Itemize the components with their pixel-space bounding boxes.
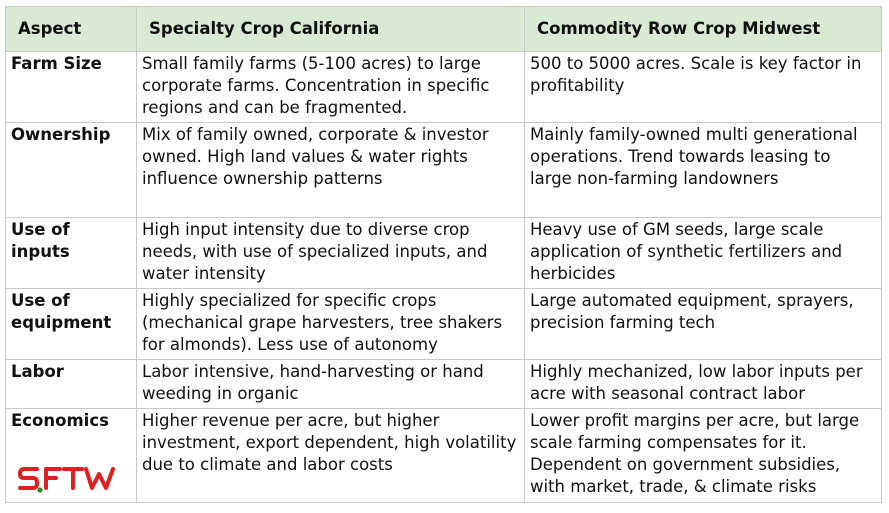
- row-california: Labor intensive, hand-harvesting or hand…: [136, 359, 525, 409]
- header-california: Specialty Crop California: [136, 6, 525, 52]
- row-aspect: Ownership: [5, 122, 137, 218]
- row-aspect: Labor: [5, 359, 137, 409]
- table-row: Use of equipment Highly specialized for …: [5, 288, 882, 360]
- row-aspect: Use of equipment: [5, 288, 137, 360]
- row-midwest: Large automated equipment, sprayers, pre…: [524, 288, 882, 360]
- row-aspect: Use of inputs: [5, 217, 137, 289]
- row-california: Small family farms (5-100 acres) to larg…: [136, 51, 525, 123]
- row-midwest: 500 to 5000 acres. Scale is key factor i…: [524, 51, 882, 123]
- header-midwest: Commodity Row Crop Midwest: [524, 6, 882, 52]
- table-row: Farm Size Small family farms (5-100 acre…: [5, 51, 882, 123]
- row-california: High input intensity due to diverse crop…: [136, 217, 525, 289]
- row-california: Higher revenue per acre, but higher inve…: [136, 408, 525, 503]
- header-aspect: Aspect: [5, 6, 137, 52]
- row-aspect: Farm Size: [5, 51, 137, 123]
- row-midwest: Heavy use of GM seeds, large scale appli…: [524, 217, 882, 289]
- row-california: Mix of family owned, corporate & investo…: [136, 122, 525, 218]
- sftw-logo: [18, 467, 115, 493]
- row-midwest: Highly mechanized, low labor inputs per …: [524, 359, 882, 409]
- table-row: Use of inputs High input intensity due t…: [5, 217, 882, 289]
- header-row: Aspect Specialty Crop California Commodi…: [5, 6, 882, 52]
- table-row: Labor Labor intensive, hand-harvesting o…: [5, 359, 882, 409]
- table-row: Economics Higher revenue per acre, but h…: [5, 408, 882, 503]
- row-midwest: Mainly family-owned multi generational o…: [524, 122, 882, 218]
- row-midwest: Lower profit margins per acre, but large…: [524, 408, 882, 503]
- table-row: Ownership Mix of family owned, corporate…: [5, 122, 882, 218]
- row-california: Highly specialized for specific crops (m…: [136, 288, 525, 360]
- comparison-table: Aspect Specialty Crop California Commodi…: [5, 6, 882, 503]
